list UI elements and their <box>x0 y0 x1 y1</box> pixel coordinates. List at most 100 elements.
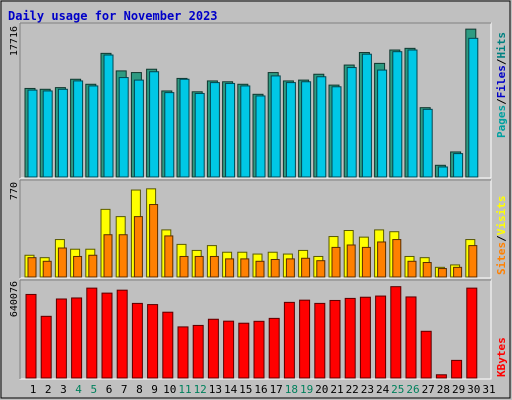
day-label: 16 <box>254 383 267 396</box>
kbytes-bar <box>344 297 356 379</box>
files-bar <box>437 166 448 178</box>
kbytes-bar <box>162 311 174 379</box>
day-label: 28 <box>437 383 450 396</box>
kbytes-bar <box>177 326 189 379</box>
kbytes-bar <box>223 320 235 379</box>
day-label: 6 <box>106 383 113 396</box>
files-bar <box>27 89 38 178</box>
legend-files: Files <box>495 65 508 98</box>
sites-bar <box>407 260 417 278</box>
visits-ymax-label: 770 <box>9 182 20 200</box>
sites-bar <box>285 258 295 278</box>
files-bar <box>88 85 99 178</box>
files-bar <box>57 88 68 178</box>
day-label: 10 <box>163 383 176 396</box>
day-label: 11 <box>178 383 191 396</box>
legend-kbytes: KBytes <box>495 337 508 377</box>
day-label: 20 <box>315 383 328 396</box>
files-bar <box>225 82 236 178</box>
kbytes-bar <box>253 320 265 379</box>
files-bar <box>346 67 357 178</box>
legend-sites: Sites <box>495 242 508 275</box>
sites-bar <box>453 266 463 278</box>
kbytes-bar <box>116 289 128 379</box>
sites-bar <box>468 245 478 278</box>
day-label: 23 <box>361 383 374 396</box>
kbytes-bar <box>329 299 341 379</box>
files-bar <box>209 82 220 178</box>
day-label: 15 <box>239 383 252 396</box>
legend-hits: Hits <box>495 32 508 59</box>
kbytes-bar <box>451 359 463 379</box>
kbytes-ymax-label: 640076 <box>9 281 20 317</box>
visits-legend: Sites/Visits <box>495 196 508 276</box>
sites-bar <box>422 262 432 278</box>
kbytes-bar <box>314 302 326 379</box>
kbytes-bar <box>405 296 417 379</box>
kbytes-bar <box>435 374 447 379</box>
sites-bar <box>179 255 189 278</box>
day-label: 5 <box>90 383 97 396</box>
day-label: 3 <box>60 383 67 396</box>
day-label: 8 <box>136 383 143 396</box>
kbytes-bar <box>71 297 83 379</box>
files-bar <box>133 79 144 178</box>
kbytes-bar <box>359 296 371 379</box>
day-label: 2 <box>45 383 52 396</box>
files-bar <box>118 77 129 178</box>
sites-bar <box>118 234 128 278</box>
kbytes-bar <box>268 317 280 379</box>
kbytes-bar <box>25 293 37 379</box>
sites-bar <box>437 268 447 278</box>
kbytes-bar <box>131 302 143 379</box>
kbytes-bar <box>299 299 311 379</box>
sites-bar <box>57 247 67 278</box>
day-label: 29 <box>452 383 465 396</box>
kbytes-bar <box>55 298 67 379</box>
kbytes-bar <box>375 295 387 379</box>
sites-bar <box>164 235 174 278</box>
files-bar <box>407 49 418 178</box>
files-bar <box>453 153 464 178</box>
sites-bar <box>103 234 113 278</box>
files-bar <box>468 37 479 178</box>
files-bar <box>301 81 312 178</box>
kbytes-bar <box>390 286 402 379</box>
kbytes-bar <box>238 322 250 379</box>
hits-ymax-label: 17716 <box>9 26 20 56</box>
files-bar <box>42 90 53 178</box>
day-label: 7 <box>121 383 128 396</box>
day-label: 31 <box>482 383 495 396</box>
kbytes-bar <box>420 330 432 379</box>
sites-bar <box>133 216 143 278</box>
files-bar <box>331 86 342 178</box>
kbytes-bar <box>207 318 219 379</box>
day-label: 27 <box>422 383 435 396</box>
sites-bar <box>331 246 341 278</box>
files-bar <box>240 85 251 178</box>
kbytes-bar <box>283 301 295 379</box>
files-bar <box>422 108 433 178</box>
sites-bar <box>346 244 356 278</box>
kbytes-bar <box>147 304 159 379</box>
sites-bar <box>361 246 371 278</box>
files-bar <box>316 76 327 178</box>
kbytes-legend: KBytes <box>495 337 508 377</box>
legend-separator: / <box>495 98 508 105</box>
sites-bar <box>225 258 235 278</box>
hits-legend: Pages/Files/Hits <box>495 32 508 138</box>
chart-title: Daily usage for November 2023 <box>8 9 218 23</box>
sites-bar <box>316 260 326 278</box>
sites-bar <box>73 255 83 278</box>
day-label: 12 <box>194 383 207 396</box>
day-label: 25 <box>391 383 404 396</box>
day-label: 26 <box>406 383 419 396</box>
sites-bar <box>194 255 204 278</box>
files-bar <box>361 53 372 178</box>
kbytes-bar <box>86 287 98 379</box>
sites-bar <box>42 260 52 278</box>
day-label: 22 <box>346 383 359 396</box>
kbytes-bar <box>40 315 52 379</box>
files-bar <box>73 80 84 178</box>
